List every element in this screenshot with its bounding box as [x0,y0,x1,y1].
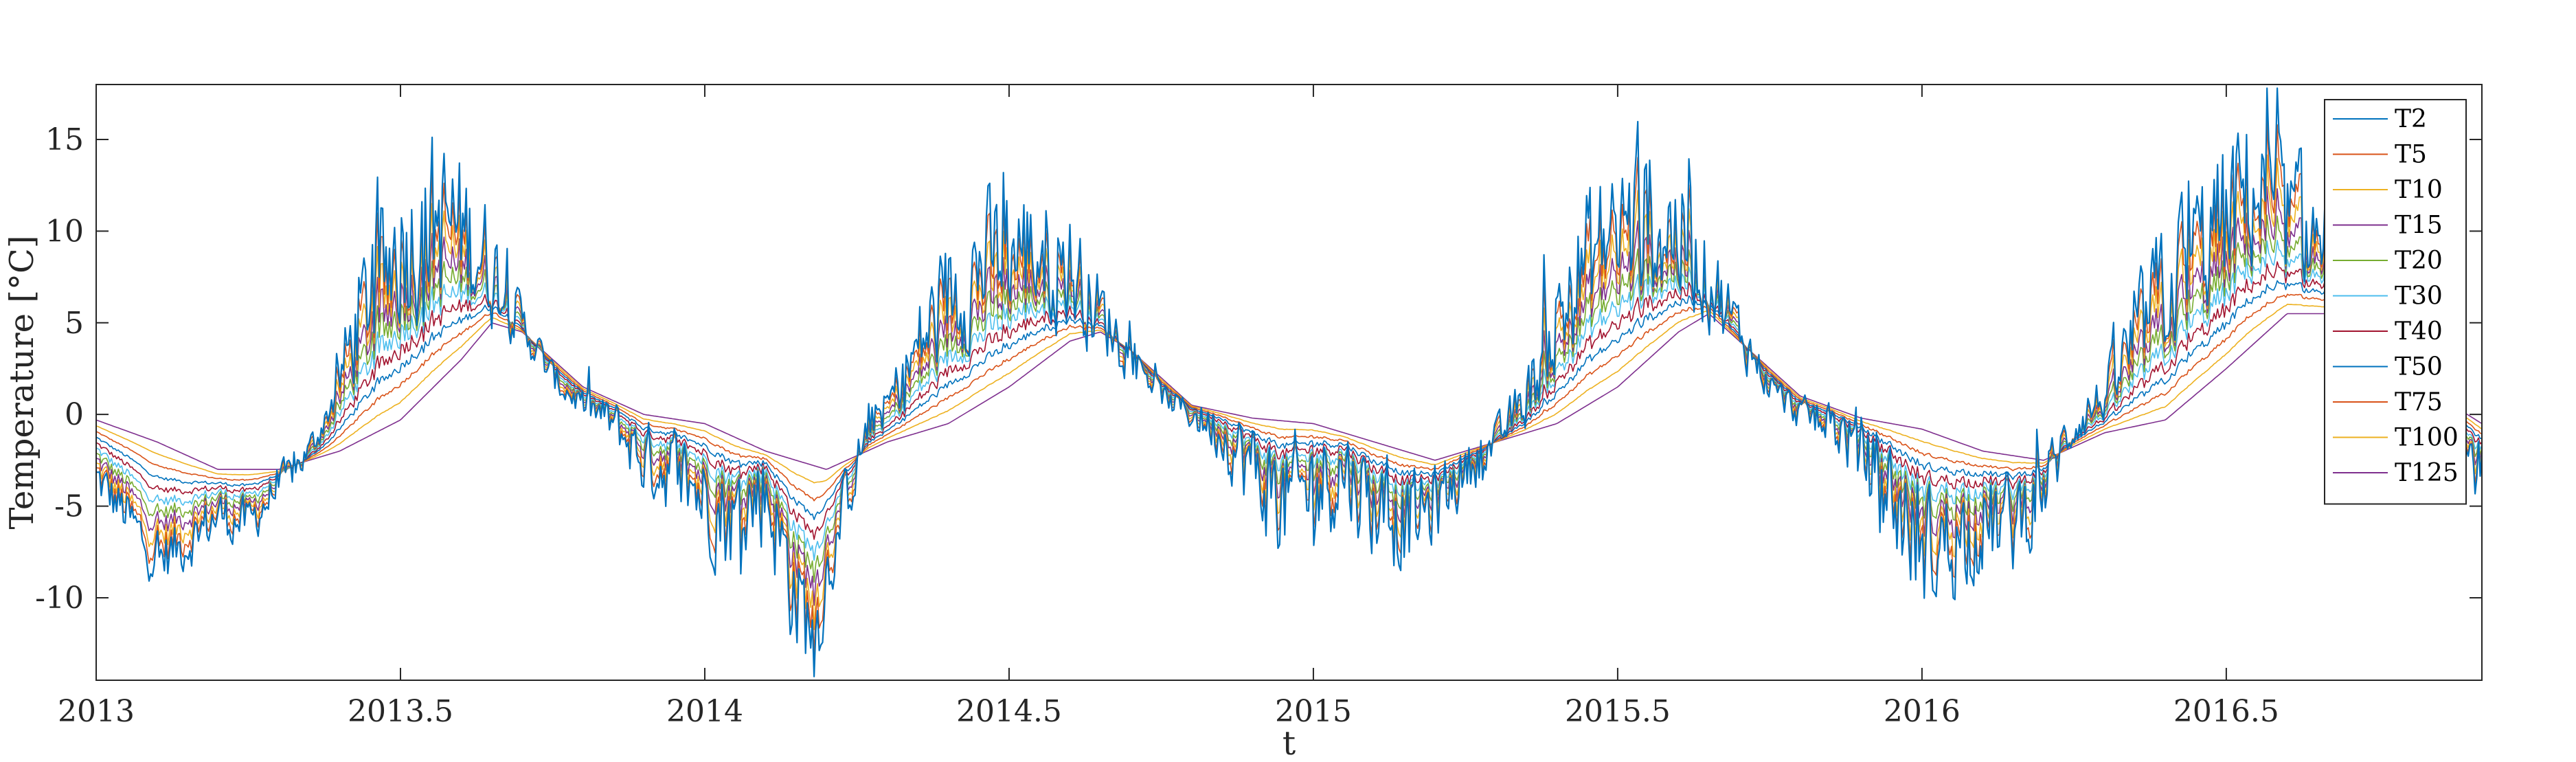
legend-box [2324,99,2467,505]
legend-label: T2 [2395,105,2427,133]
legend-label: T125 [2395,459,2459,487]
series-line-t15 [95,186,2483,606]
x-tick-label: 2014.5 [956,694,1062,729]
x-axis-title: t [1283,724,1296,762]
series-layer [95,87,2483,677]
legend-label: T5 [2395,141,2427,169]
y-tick-label: 10 [45,214,84,249]
series-line-t30 [95,240,2483,561]
series-line-t40 [95,261,2483,540]
y-axis-title: Temperature [°C] [3,236,41,530]
series-line-t100 [95,304,2483,484]
series-line-t2 [95,87,2483,677]
x-tick-label: 2016 [1884,694,1961,729]
y-tick-label: 0 [65,397,84,432]
legend-label: T15 [2395,212,2443,240]
y-tick-label: -10 [35,581,84,616]
series-line-t75 [95,293,2483,502]
legend-label: T10 [2395,176,2443,204]
series-line-t50 [95,280,2483,520]
legend-label: T30 [2395,282,2443,311]
y-tick-label: 5 [65,306,84,341]
x-tick-label: 2013.5 [348,694,453,729]
legend: T2 T5 T10 T15 T20 T30 T40 T50 T75 T100 T125 [2324,99,2467,505]
legend-label: T20 [2395,247,2443,275]
series-line-t125 [95,313,2483,470]
y-tick-label: 15 [45,122,84,157]
x-tick-label: 2015.5 [1565,694,1671,729]
x-tick-label: 2015 [1275,694,1352,729]
legend-label: T40 [2395,317,2443,346]
x-tick-label: 2016.5 [2173,694,2279,729]
plot-frame [95,84,2483,681]
ticks-layer: 2013 2013.5 2014 2014.5 2015 2015.5 2016 2016.5… [35,85,2482,729]
legend-label: T75 [2395,388,2443,416]
legend-label: T50 [2395,353,2443,381]
x-tick-label: 2013 [58,694,135,729]
y-tick-label: -5 [54,489,84,524]
legend-label: T100 [2395,424,2459,452]
series-line-t20 [95,214,2483,583]
x-tick-label: 2014 [666,694,743,729]
